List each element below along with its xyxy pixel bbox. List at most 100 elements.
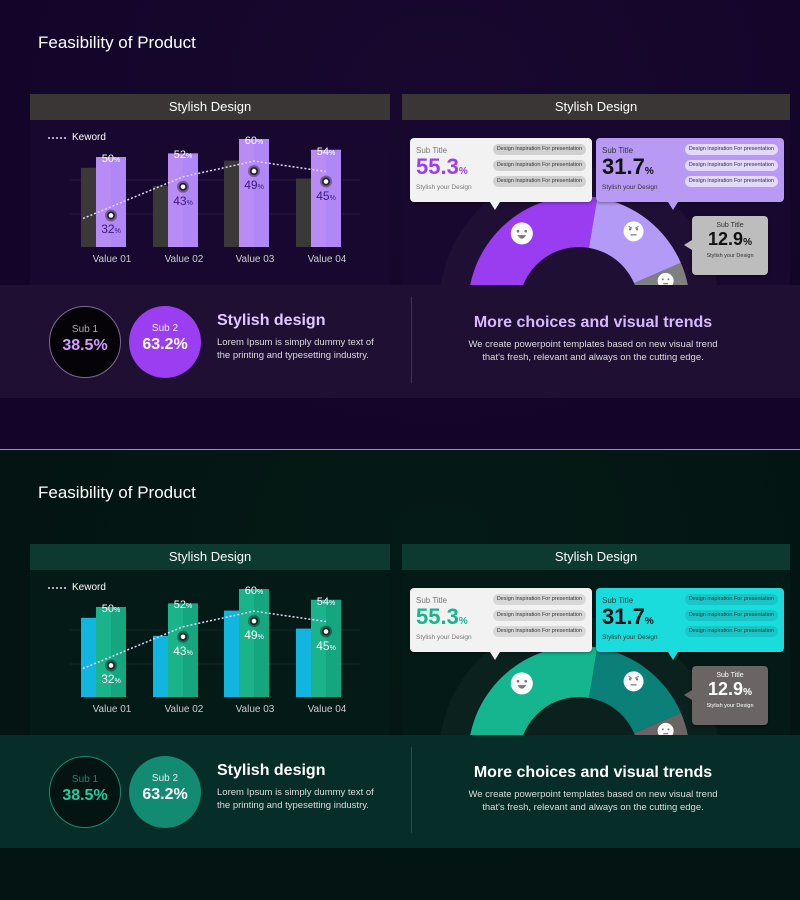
- bar-value: 54: [316, 145, 329, 158]
- bar-value-label: 60%: [234, 585, 274, 597]
- value: 55.3: [416, 154, 459, 179]
- callout-subtitle: Sub Title: [602, 146, 634, 155]
- stylish-heading: Stylish design: [217, 762, 326, 779]
- unit: %: [257, 634, 264, 642]
- sub1-circle: Sub 1 38.5%: [49, 756, 121, 828]
- value: 31.7: [602, 604, 645, 629]
- line-value: 49: [244, 178, 258, 193]
- bar-value: 50: [101, 603, 114, 615]
- trends-heading: More choices and visual trends: [473, 764, 713, 781]
- callout-box: Sub Title 55.3% Stylish your Design Design …: [410, 138, 592, 202]
- unit: %: [644, 616, 654, 627]
- unit: %: [743, 687, 752, 698]
- category-label: Value 01: [92, 704, 132, 715]
- value: 12.9: [708, 679, 744, 699]
- callout-value: 31.7%: [602, 605, 664, 634]
- callout-caption: Stylish your Design: [706, 253, 754, 259]
- donut-chart: [470, 646, 688, 735]
- callout-caption: Stylish your Design: [416, 184, 472, 191]
- line-value: 32: [101, 222, 115, 237]
- pill-list: Design inspiration For presentation Desig…: [492, 144, 586, 192]
- line-value: 45: [316, 188, 330, 203]
- unit: %: [114, 228, 121, 236]
- unit: %: [329, 599, 336, 607]
- trends-line2: that's fresh, relevant and always on the…: [482, 802, 704, 813]
- back-bar: [153, 185, 169, 247]
- unit: %: [458, 166, 468, 177]
- category-label: Value 02: [164, 254, 204, 265]
- callout-tail: [490, 202, 500, 210]
- slide-purple: Feasibility of Product Stylish Design Kewo…: [0, 0, 800, 450]
- trends-line2: that's fresh, relevant and always on the…: [482, 352, 704, 363]
- angry-face-icon: [623, 671, 644, 692]
- trends-line1: We create powerpoint templates based on …: [468, 789, 718, 800]
- line-value-label: 45%: [306, 639, 346, 653]
- panel-header: Stylish Design: [402, 544, 790, 570]
- sub2-circle: Sub 2 63.2%: [129, 306, 201, 378]
- unit: %: [186, 649, 193, 657]
- angry-face-icon: [623, 221, 644, 242]
- back-bar: [153, 635, 169, 697]
- callout-value: 55.3%: [416, 605, 478, 634]
- line-point-center: [180, 184, 186, 190]
- line-value-label: 32%: [91, 672, 131, 686]
- back-bar: [224, 160, 240, 247]
- line-value: 43: [173, 193, 187, 208]
- stylish-line2: the printing and typesetting industry.: [217, 350, 369, 361]
- pill-tag: Design inspiration For presentation: [492, 176, 586, 187]
- line-point-center: [108, 663, 114, 668]
- bar-value-label: 54%: [306, 146, 346, 158]
- bar-chart: [48, 137, 360, 247]
- panel-header: Stylish Design: [30, 544, 390, 570]
- trends-line1: We create powerpoint templates based on …: [468, 339, 718, 350]
- sub1-value: 38.5%: [62, 787, 108, 804]
- unit: %: [458, 616, 468, 627]
- callout-text: Sub Title 12.9% Stylish your Design: [696, 222, 764, 259]
- line-value: 43: [173, 643, 187, 658]
- callout-tail: [490, 652, 500, 660]
- callout-value: 12.9%: [696, 679, 764, 703]
- pill-tag: Design inspiration For presentation: [492, 144, 586, 155]
- callout-box: Sub Title 12.9% Stylish your Design: [692, 666, 768, 725]
- callout-box: Sub Title 31.7% Stylish your Design Design …: [596, 588, 784, 652]
- donut-segment: [470, 646, 598, 735]
- line-point-center: [108, 213, 114, 218]
- unit: %: [743, 237, 752, 248]
- donut-chart: [470, 196, 688, 285]
- callout-caption: Stylish your Design: [706, 703, 754, 709]
- bar-value: 50: [101, 153, 114, 165]
- sub2-label: Sub 2: [151, 323, 179, 334]
- bar-value: 60: [244, 135, 257, 147]
- unit: %: [329, 149, 336, 157]
- donut-panel: Stylish Design Sub Title 55.3% Stylish your…: [402, 544, 790, 735]
- bar-value-label: 50%: [91, 153, 131, 165]
- bar-value-label: 60%: [234, 135, 274, 147]
- pill-tag: Design inspiration For presentation: [492, 160, 586, 171]
- callout-subtitle: Sub Title: [716, 672, 744, 679]
- unit: %: [114, 607, 121, 614]
- legend-label: Keword: [72, 582, 106, 593]
- line-value-label: 49%: [234, 178, 274, 192]
- trend-line: [82, 610, 327, 670]
- bar-value-label: 52%: [163, 599, 203, 611]
- pill-list: Design inspiration For presentation Desig…: [684, 144, 778, 192]
- front-bar-shade: [326, 149, 341, 247]
- divider: [411, 297, 412, 383]
- happy-face-icon: [510, 222, 533, 245]
- callout-subtitle: Sub Title: [416, 596, 448, 605]
- bar-value-label: 54%: [306, 596, 346, 608]
- donut-segment: [470, 196, 598, 285]
- callout-subtitle: Sub Title: [416, 146, 448, 155]
- front-bar-shade: [254, 589, 269, 697]
- panel-header: Stylish Design: [30, 94, 390, 120]
- front-bar-shade: [183, 153, 198, 247]
- stylish-line1: Lorem Ipsum is simply dummy text of: [217, 337, 374, 348]
- back-bar: [81, 167, 97, 247]
- category-label: Value 04: [307, 704, 347, 715]
- pill-tag: Design inspiration For presentation: [492, 594, 586, 605]
- sub1-value: 38.5%: [62, 337, 108, 354]
- bar-chart-panel: Stylish Design Keword 50% 32% Value 01 52% 43%…: [30, 544, 390, 735]
- callout-tail: [668, 652, 678, 660]
- trend-line: [82, 160, 327, 220]
- bar-value: 52: [173, 599, 186, 612]
